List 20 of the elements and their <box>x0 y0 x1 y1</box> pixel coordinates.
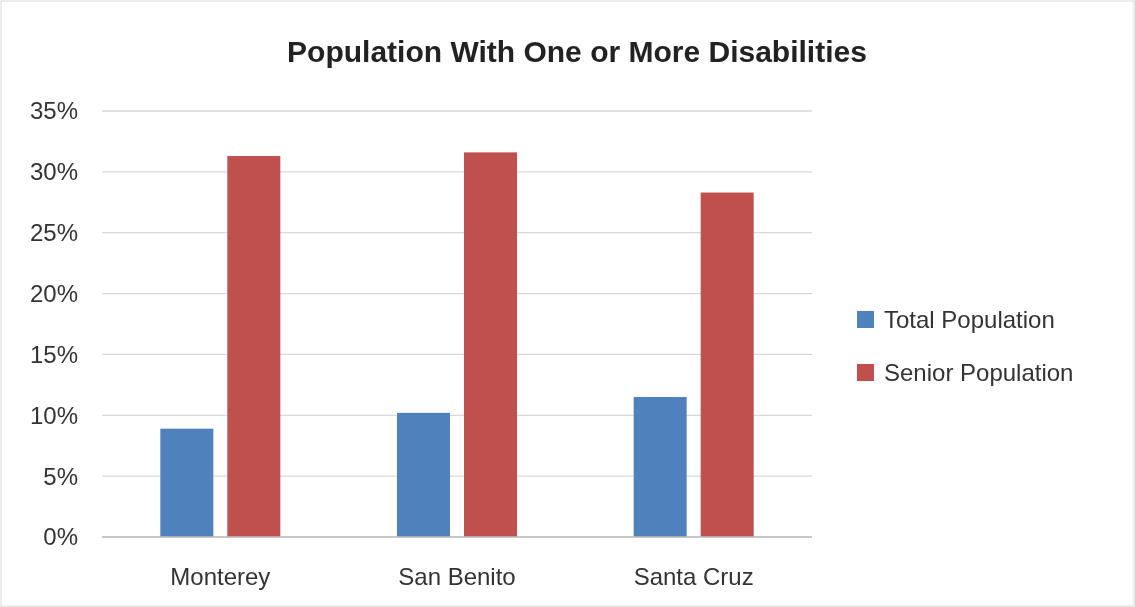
y-tick-label: 20% <box>29 279 78 307</box>
legend-label: Senior Population <box>884 359 1074 387</box>
y-tick-label: 15% <box>29 340 78 368</box>
y-tick-label: 30% <box>29 158 78 186</box>
x-tick-label: Santa Cruz <box>633 563 754 590</box>
bar <box>464 152 517 537</box>
bar <box>397 412 450 537</box>
x-tick-label: Monterey <box>170 563 271 590</box>
chart-title: Population With One or More Disabilities <box>287 35 867 68</box>
bar <box>633 397 687 537</box>
bar <box>700 192 754 537</box>
legend-label: Total Population <box>884 306 1055 334</box>
y-tick-label: 35% <box>29 97 78 125</box>
bar <box>227 156 281 537</box>
y-tick-label: 10% <box>29 401 78 429</box>
bar <box>160 428 214 537</box>
y-tick-label: 25% <box>29 219 78 247</box>
y-tick-label: 5% <box>43 462 78 490</box>
y-tick-label: 0% <box>43 523 78 551</box>
x-tick-label: San Benito <box>398 563 516 590</box>
